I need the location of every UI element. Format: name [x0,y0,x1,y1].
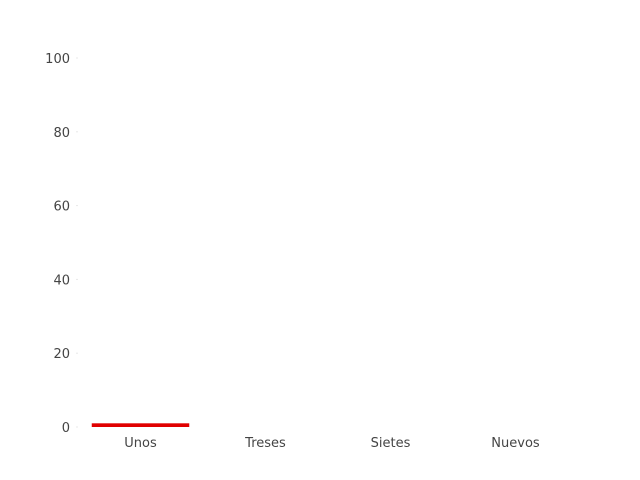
x-axis: Unos Treses Sietes Nuevos [124,436,540,451]
x-tick-label: Sietes [371,436,411,451]
y-tick-label: 20 [53,347,70,362]
y-axis: 0 20 40 60 80 100 [45,52,78,436]
bar-unos [91,423,190,427]
y-tick-label: 0 [62,421,70,436]
x-tick-label: Treses [244,436,286,451]
bars [91,423,190,427]
y-tick-label: 100 [45,52,70,67]
y-tick-label: 60 [53,200,70,215]
y-tick-label: 40 [53,273,70,288]
x-tick-label: Nuevos [491,436,540,451]
x-tick-label: Unos [124,436,157,451]
y-tick-label: 80 [53,126,70,141]
